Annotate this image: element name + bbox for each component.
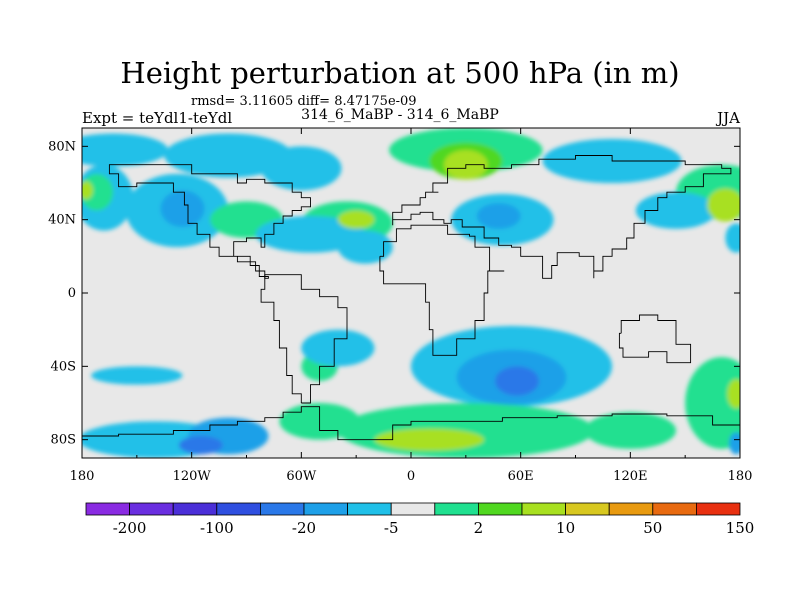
x-tick-label-0: 180 bbox=[70, 469, 95, 484]
y-tick-label-4: 80S bbox=[51, 433, 76, 448]
colorbar-swatch-6 bbox=[347, 502, 392, 516]
contour-region-28 bbox=[584, 412, 677, 449]
colorbar-swatch-0 bbox=[85, 502, 130, 516]
contour-region-26 bbox=[337, 403, 594, 458]
y-axis: 80N 40N 0 40S 80S bbox=[48, 139, 740, 448]
colorbar-swatch-4 bbox=[259, 502, 305, 516]
contour-region-22 bbox=[725, 223, 740, 253]
contour-region-27 bbox=[374, 428, 485, 451]
contour-region-5 bbox=[82, 133, 168, 167]
contour-region-20 bbox=[707, 188, 740, 222]
x-axis: 180 120W 60W 0 60E 120E 180 bbox=[70, 128, 753, 484]
colorbar-label-1: -100 bbox=[200, 519, 234, 537]
x-tick-label-1: 120W bbox=[173, 469, 212, 484]
colorbar-label-4: 2 bbox=[474, 519, 484, 537]
coastline-layer bbox=[82, 155, 740, 441]
contour-fill-layer bbox=[82, 128, 740, 458]
colorbar-swatch-7 bbox=[390, 502, 436, 516]
colorbar-swatch-11 bbox=[565, 502, 610, 516]
contour-region-17 bbox=[476, 203, 521, 229]
colorbar-swatch-8 bbox=[434, 502, 479, 516]
colorbar-label-3: -5 bbox=[384, 519, 399, 537]
contour-region-37 bbox=[729, 432, 740, 455]
colorbar-swatch-12 bbox=[608, 502, 654, 516]
coastline-1 bbox=[260, 274, 348, 404]
y-tick-label-2: 0 bbox=[68, 286, 76, 301]
colorbar-swatch-2 bbox=[172, 502, 218, 516]
x-tick-label-2: 60W bbox=[286, 469, 317, 484]
colorbar-label-7: 150 bbox=[726, 519, 755, 537]
contour-region-4 bbox=[160, 190, 205, 228]
colorbar-label-2: -20 bbox=[292, 519, 316, 537]
contour-region-12 bbox=[337, 230, 393, 264]
colorbar: -200 -100 -20 -5 2 10 50 150 bbox=[85, 502, 755, 537]
y-tick-label-0: 80N bbox=[48, 139, 76, 154]
contour-region-35 bbox=[685, 357, 740, 449]
season-label: JJA bbox=[717, 109, 740, 127]
y-tick-label-1: 40N bbox=[48, 213, 76, 228]
contour-region-2 bbox=[82, 181, 93, 200]
colorbar-label-5: 10 bbox=[556, 519, 575, 537]
contour-region-21 bbox=[635, 192, 717, 229]
coastline-5 bbox=[108, 164, 311, 279]
chart-title: Height perturbation at 500 hPa (in m) bbox=[120, 56, 680, 90]
x-tick-label-6: 180 bbox=[728, 469, 753, 484]
x-tick-label-3: 0 bbox=[407, 469, 415, 484]
colorbar-swatch-3 bbox=[216, 502, 261, 516]
contour-region-25 bbox=[495, 366, 539, 396]
contour-region-10 bbox=[337, 210, 375, 229]
coastline-2 bbox=[379, 224, 505, 356]
colorbar-label-0: -200 bbox=[113, 519, 147, 537]
contour-region-38 bbox=[301, 329, 375, 367]
contour-region-7 bbox=[261, 146, 342, 191]
contour-region-36 bbox=[727, 379, 740, 409]
colorbar-label-6: 50 bbox=[643, 519, 662, 537]
contour-region-6 bbox=[164, 133, 293, 178]
experiment-label: Expt = teYdl1-teYdl bbox=[82, 109, 233, 127]
colorbar-swatch-9 bbox=[477, 502, 523, 516]
case-label: 314_6_MaBP - 314_6_MaBP bbox=[301, 107, 499, 123]
coastline-3 bbox=[392, 155, 732, 279]
contour-region-11 bbox=[255, 216, 366, 253]
contour-region-31 bbox=[178, 436, 223, 455]
coastline-0 bbox=[82, 406, 740, 441]
colorbar-swatch-5 bbox=[303, 502, 348, 516]
colorbar-swatch-10 bbox=[521, 502, 566, 516]
stats-line: rmsd= 3.11605 diff= 8.47175e-09 bbox=[191, 94, 417, 109]
coastline-4 bbox=[618, 314, 692, 364]
contour-region-34 bbox=[91, 366, 183, 385]
x-tick-label-5: 120E bbox=[613, 469, 647, 484]
y-tick-label-3: 40S bbox=[51, 359, 76, 374]
colorbar-swatch-13 bbox=[652, 502, 697, 516]
colorbar-swatch-1 bbox=[129, 502, 174, 516]
x-tick-label-4: 60E bbox=[508, 469, 534, 484]
colorbar-swatch-14 bbox=[696, 502, 741, 516]
plot-area bbox=[81, 127, 741, 459]
